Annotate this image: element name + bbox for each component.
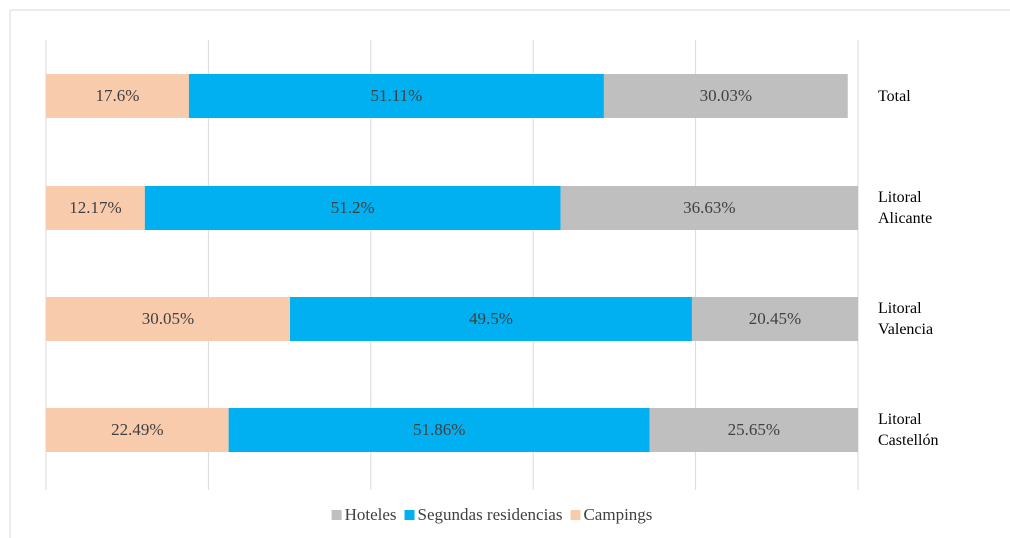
data-label: 12.17% — [69, 198, 121, 217]
legend: Hoteles Segundas residencias Campings — [331, 505, 652, 524]
data-label: 30.03% — [700, 86, 752, 105]
data-label: 51.2% — [331, 198, 375, 217]
data-label: 36.63% — [683, 198, 735, 217]
bar-segment — [649, 408, 858, 452]
data-label: 30.05% — [142, 309, 194, 328]
legend-swatch — [331, 510, 342, 520]
bar-segment — [46, 408, 229, 452]
data-label: 25.65% — [728, 420, 780, 439]
bar-segment — [560, 186, 858, 230]
legend-label: Campings — [583, 505, 652, 524]
bar-segment — [46, 74, 189, 118]
category-label: Litoral Castellón — [878, 411, 939, 449]
bar-segment — [603, 74, 848, 118]
category-label: Litoral Valencia — [878, 300, 934, 338]
category-label: Litoral Alicante — [878, 189, 933, 227]
data-label: 22.49% — [111, 420, 163, 439]
bar-segment — [46, 186, 145, 230]
bar-segment — [228, 408, 650, 452]
legend-label: Segundas residencias — [418, 505, 563, 524]
data-label: 51.86% — [413, 420, 465, 439]
bar-segment — [46, 297, 291, 341]
legend-swatch — [570, 510, 581, 520]
legend-label: Hoteles — [345, 505, 397, 524]
data-label: 20.45% — [749, 309, 801, 328]
bar-segment — [691, 297, 858, 341]
data-label: 17.6% — [95, 86, 139, 105]
category-label: Total — [878, 87, 911, 105]
bar-segment — [144, 186, 561, 230]
legend-swatch — [404, 510, 415, 520]
bar-segment — [290, 297, 692, 341]
data-label: 51.11% — [371, 86, 423, 105]
bar-segment — [188, 74, 604, 118]
data-label: 49.5% — [469, 309, 513, 328]
